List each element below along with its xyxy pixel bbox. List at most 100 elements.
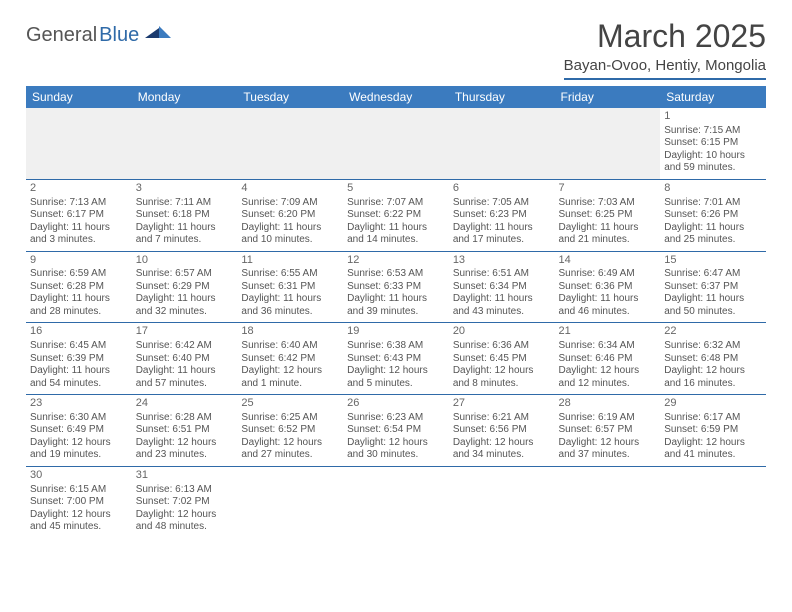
daylight-text: Daylight: 11 hours and 28 minutes. <box>30 293 128 318</box>
day-number: 23 <box>30 397 128 411</box>
calendar-cell: 24Sunrise: 6:28 AMSunset: 6:51 PMDayligh… <box>132 395 238 467</box>
calendar-cell: 5Sunrise: 7:07 AMSunset: 6:22 PMDaylight… <box>343 179 449 251</box>
daylight-text: Daylight: 11 hours and 14 minutes. <box>347 222 445 247</box>
sunset-text: Sunset: 6:23 PM <box>453 209 551 222</box>
calendar-cell: 11Sunrise: 6:55 AMSunset: 6:31 PMDayligh… <box>237 251 343 323</box>
calendar-cell: 30Sunrise: 6:15 AMSunset: 7:00 PMDayligh… <box>26 466 132 537</box>
weekday-header: Tuesday <box>237 86 343 108</box>
daylight-text: Daylight: 12 hours and 8 minutes. <box>453 365 551 390</box>
sunset-text: Sunset: 6:49 PM <box>30 424 128 437</box>
day-number: 31 <box>136 469 234 483</box>
calendar-row: 1Sunrise: 7:15 AMSunset: 6:15 PMDaylight… <box>26 108 766 179</box>
calendar-cell <box>237 108 343 179</box>
sunrise-text: Sunrise: 7:01 AM <box>664 197 762 210</box>
calendar-cell <box>343 108 449 179</box>
sunrise-text: Sunrise: 6:34 AM <box>559 340 657 353</box>
weekday-header: Sunday <box>26 86 132 108</box>
sunrise-text: Sunrise: 7:11 AM <box>136 197 234 210</box>
sunset-text: Sunset: 6:31 PM <box>241 281 339 294</box>
day-number: 10 <box>136 254 234 268</box>
daylight-text: Daylight: 12 hours and 1 minute. <box>241 365 339 390</box>
sunset-text: Sunset: 6:17 PM <box>30 209 128 222</box>
day-number: 27 <box>453 397 551 411</box>
logo: GeneralBlue <box>26 24 171 47</box>
sunset-text: Sunset: 6:52 PM <box>241 424 339 437</box>
daylight-text: Daylight: 10 hours and 59 minutes. <box>664 150 762 175</box>
sunset-text: Sunset: 6:40 PM <box>136 353 234 366</box>
sunrise-text: Sunrise: 6:47 AM <box>664 268 762 281</box>
sunrise-text: Sunrise: 6:15 AM <box>30 484 128 497</box>
calendar-row: 2Sunrise: 7:13 AMSunset: 6:17 PMDaylight… <box>26 179 766 251</box>
calendar-cell: 12Sunrise: 6:53 AMSunset: 6:33 PMDayligh… <box>343 251 449 323</box>
calendar-cell: 16Sunrise: 6:45 AMSunset: 6:39 PMDayligh… <box>26 323 132 395</box>
sunrise-text: Sunrise: 7:03 AM <box>559 197 657 210</box>
daylight-text: Daylight: 11 hours and 50 minutes. <box>664 293 762 318</box>
sunset-text: Sunset: 6:22 PM <box>347 209 445 222</box>
calendar-cell: 6Sunrise: 7:05 AMSunset: 6:23 PMDaylight… <box>449 179 555 251</box>
day-number: 4 <box>241 182 339 196</box>
sunset-text: Sunset: 6:42 PM <box>241 353 339 366</box>
day-number: 9 <box>30 254 128 268</box>
sunset-text: Sunset: 6:25 PM <box>559 209 657 222</box>
daylight-text: Daylight: 11 hours and 17 minutes. <box>453 222 551 247</box>
sunrise-text: Sunrise: 6:40 AM <box>241 340 339 353</box>
day-number: 8 <box>664 182 762 196</box>
sunrise-text: Sunrise: 6:17 AM <box>664 412 762 425</box>
daylight-text: Daylight: 12 hours and 45 minutes. <box>30 509 128 534</box>
calendar-cell: 20Sunrise: 6:36 AMSunset: 6:45 PMDayligh… <box>449 323 555 395</box>
sunset-text: Sunset: 6:26 PM <box>664 209 762 222</box>
sunset-text: Sunset: 6:59 PM <box>664 424 762 437</box>
daylight-text: Daylight: 12 hours and 34 minutes. <box>453 437 551 462</box>
calendar-cell: 23Sunrise: 6:30 AMSunset: 6:49 PMDayligh… <box>26 395 132 467</box>
day-number: 6 <box>453 182 551 196</box>
title-block: March 2025 Bayan-Ovoo, Hentiy, Mongolia <box>564 18 766 80</box>
sunrise-text: Sunrise: 6:25 AM <box>241 412 339 425</box>
sunset-text: Sunset: 6:20 PM <box>241 209 339 222</box>
sunrise-text: Sunrise: 6:45 AM <box>30 340 128 353</box>
calendar-table: Sunday Monday Tuesday Wednesday Thursday… <box>26 86 766 538</box>
day-number: 2 <box>30 182 128 196</box>
flag-icon <box>145 24 171 47</box>
weekday-header: Wednesday <box>343 86 449 108</box>
calendar-cell: 31Sunrise: 6:13 AMSunset: 7:02 PMDayligh… <box>132 466 238 537</box>
day-number: 19 <box>347 325 445 339</box>
day-number: 5 <box>347 182 445 196</box>
daylight-text: Daylight: 11 hours and 32 minutes. <box>136 293 234 318</box>
sunset-text: Sunset: 6:46 PM <box>559 353 657 366</box>
calendar-cell: 2Sunrise: 7:13 AMSunset: 6:17 PMDaylight… <box>26 179 132 251</box>
weekday-header: Monday <box>132 86 238 108</box>
day-number: 22 <box>664 325 762 339</box>
calendar-row: 9Sunrise: 6:59 AMSunset: 6:28 PMDaylight… <box>26 251 766 323</box>
logo-text-accent: Blue <box>99 24 139 47</box>
calendar-cell <box>343 466 449 537</box>
header: GeneralBlue March 2025 Bayan-Ovoo, Henti… <box>26 18 766 80</box>
sunrise-text: Sunrise: 6:23 AM <box>347 412 445 425</box>
sunset-text: Sunset: 6:39 PM <box>30 353 128 366</box>
calendar-cell: 25Sunrise: 6:25 AMSunset: 6:52 PMDayligh… <box>237 395 343 467</box>
sunrise-text: Sunrise: 7:05 AM <box>453 197 551 210</box>
day-number: 28 <box>559 397 657 411</box>
sunset-text: Sunset: 6:48 PM <box>664 353 762 366</box>
calendar-cell: 17Sunrise: 6:42 AMSunset: 6:40 PMDayligh… <box>132 323 238 395</box>
sunrise-text: Sunrise: 6:42 AM <box>136 340 234 353</box>
calendar-row: 16Sunrise: 6:45 AMSunset: 6:39 PMDayligh… <box>26 323 766 395</box>
calendar-cell: 8Sunrise: 7:01 AMSunset: 6:26 PMDaylight… <box>660 179 766 251</box>
sunset-text: Sunset: 6:56 PM <box>453 424 551 437</box>
daylight-text: Daylight: 12 hours and 12 minutes. <box>559 365 657 390</box>
sunset-text: Sunset: 6:34 PM <box>453 281 551 294</box>
sunrise-text: Sunrise: 6:30 AM <box>30 412 128 425</box>
sunset-text: Sunset: 6:51 PM <box>136 424 234 437</box>
day-number: 12 <box>347 254 445 268</box>
day-number: 26 <box>347 397 445 411</box>
daylight-text: Daylight: 11 hours and 25 minutes. <box>664 222 762 247</box>
sunrise-text: Sunrise: 6:55 AM <box>241 268 339 281</box>
sunrise-text: Sunrise: 6:53 AM <box>347 268 445 281</box>
daylight-text: Daylight: 11 hours and 21 minutes. <box>559 222 657 247</box>
daylight-text: Daylight: 12 hours and 27 minutes. <box>241 437 339 462</box>
weekday-header: Thursday <box>449 86 555 108</box>
sunrise-text: Sunrise: 7:07 AM <box>347 197 445 210</box>
calendar-cell <box>449 466 555 537</box>
daylight-text: Daylight: 12 hours and 37 minutes. <box>559 437 657 462</box>
sunset-text: Sunset: 6:43 PM <box>347 353 445 366</box>
day-number: 3 <box>136 182 234 196</box>
